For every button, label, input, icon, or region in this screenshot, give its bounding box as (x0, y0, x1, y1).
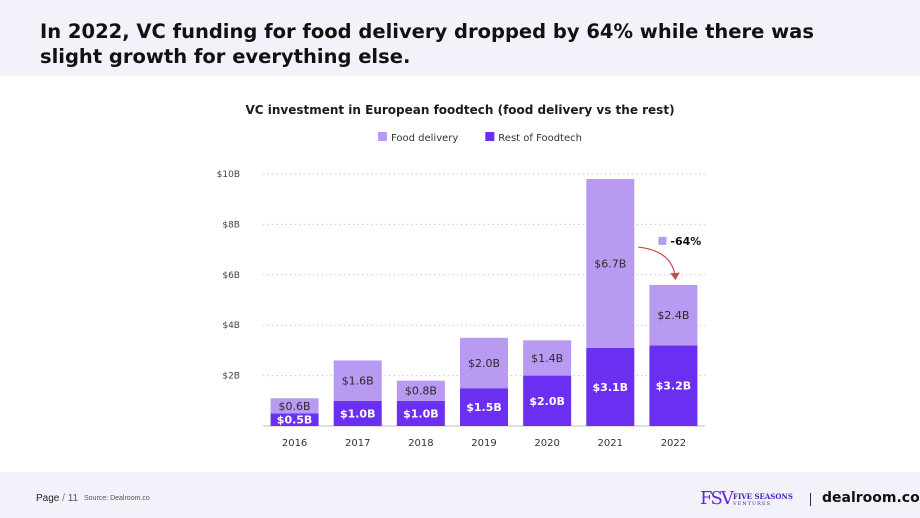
legend-swatch-0 (378, 132, 387, 141)
data-label-2017-food-delivery: $1.6B (342, 375, 374, 388)
x-tick-label-2019: 2019 (471, 438, 496, 449)
y-tick-label-0: $2B (222, 372, 240, 382)
fsv-logo-subtitle: VENTURES (733, 501, 772, 507)
x-tick-label-2022: 2022 (661, 438, 686, 449)
page-indicator: Page / 11 (36, 493, 78, 504)
x-tick-label-2017: 2017 (345, 438, 370, 449)
y-tick-label-4: $10B (217, 170, 240, 180)
bar-2020-food-delivery (523, 340, 572, 376)
stacked-bar-chart: VC investment in European foodtech (food… (217, 103, 705, 449)
data-label-2020-food-delivery: $1.4B (531, 352, 563, 365)
data-label-2022-food-delivery: $2.4B (657, 309, 689, 322)
header-band: In 2022, VC funding for food delivery dr… (0, 0, 920, 76)
legend-label-0: Food delivery (391, 133, 458, 144)
data-label-2019-rest-of-foodtech: $1.5B (466, 401, 502, 414)
page-label: Page (36, 493, 60, 504)
bar-2022-rest-of-foodtech (649, 345, 698, 426)
bar-2019-food-delivery (460, 337, 508, 389)
bar-2018-food-delivery (396, 380, 445, 401)
annotation-swatch (658, 236, 667, 245)
chart-title: VC investment in European foodtech (food… (245, 103, 674, 117)
page-headline: In 2022, VC funding for food delivery dr… (40, 20, 814, 68)
fsv-logo-mark: FSV (700, 488, 734, 509)
bar-2017-food-delivery (333, 360, 382, 401)
page-separator: / (62, 493, 65, 504)
data-label-2017-rest-of-foodtech: $1.0B (340, 407, 376, 420)
data-label-2018-rest-of-foodtech: $1.0B (403, 407, 439, 420)
bar-2019-rest-of-foodtech (460, 388, 508, 426)
page-number: 11 (67, 493, 79, 504)
bar-2021-rest-of-foodtech (586, 347, 635, 426)
chart-bars: $0.5B$0.6B $1.0B $1.6B $1.0B $0.8B $1.5B $2.0B… (270, 179, 698, 427)
source-note: Source: Dealroom.co (84, 495, 150, 502)
data-label-2022-rest-of-foodtech: $3.2B (656, 380, 692, 393)
y-tick-label-2: $6B (222, 271, 240, 281)
x-tick-label-2020: 2020 (534, 438, 559, 449)
bar-2016-food-delivery (270, 398, 319, 414)
legend-swatch-1 (485, 132, 495, 141)
data-label-2016-rest-of-foodtech: $0.5B (277, 414, 313, 427)
footer-band: Page / 11 Source: Dealroom.co FSV FIVE S… (0, 472, 920, 518)
bar-2016-rest-of-foodtech (270, 413, 319, 426)
chart-legend: Food delivery Rest of Foodtech (378, 132, 582, 144)
chart-annotation: -64% (638, 235, 701, 281)
dealroom-logo: dealroom.co (822, 490, 920, 506)
x-tick-label-2018: 2018 (408, 438, 433, 449)
data-label-2021-rest-of-foodtech: $3.1B (593, 381, 629, 394)
data-label-2019-food-delivery: $2.0B (468, 357, 500, 370)
data-label-2018-food-delivery: $0.8B (405, 385, 437, 398)
data-label-2016-food-delivery: $0.6B (279, 400, 311, 413)
bar-2017-rest-of-foodtech (333, 400, 382, 426)
chart-area: VC investment in European foodtech (food… (0, 76, 920, 472)
chart-x-axis: 2016 2017 2018 2019 2020 2021 2022 (282, 438, 686, 449)
data-label-2021-food-delivery: $6.7B (594, 257, 626, 270)
bar-2018-rest-of-foodtech (396, 400, 445, 426)
y-tick-label-3: $8B (222, 220, 240, 230)
x-tick-label-2016: 2016 (282, 438, 307, 449)
y-tick-label-1: $4B (222, 321, 240, 331)
bar-2022-food-delivery (649, 284, 698, 346)
decline-arrow (638, 246, 680, 281)
bar-2021-food-delivery (586, 179, 635, 348)
logo-divider (810, 493, 811, 506)
data-label-2020-rest-of-foodtech: $2.0B (529, 395, 565, 408)
legend-label-1: Rest of Foodtech (498, 133, 582, 144)
annotation-label: -64% (670, 235, 701, 248)
x-tick-label-2021: 2021 (598, 438, 623, 449)
fsv-logo-name: FIVE SEASONS (733, 492, 793, 501)
five-seasons-ventures-logo: FSV FIVE SEASONS VENTURES (700, 488, 793, 511)
bar-2020-rest-of-foodtech (523, 375, 572, 426)
